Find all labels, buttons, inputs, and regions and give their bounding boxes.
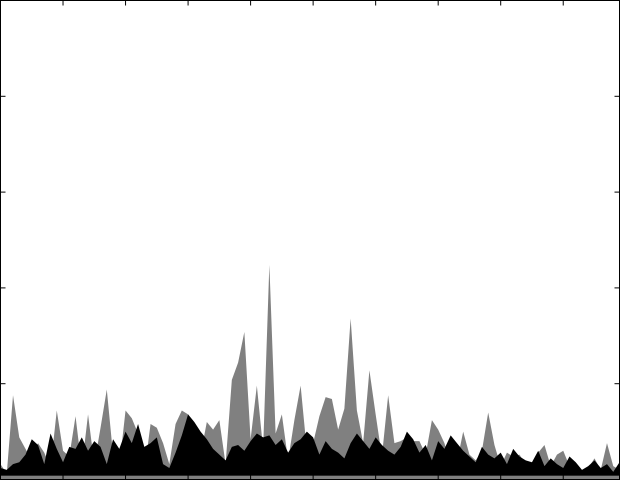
area-series-1 [0,264,620,480]
area-series-2 [0,414,620,480]
baseline-band [0,475,620,480]
series-layer [0,264,620,480]
baseline-layer [0,475,620,480]
